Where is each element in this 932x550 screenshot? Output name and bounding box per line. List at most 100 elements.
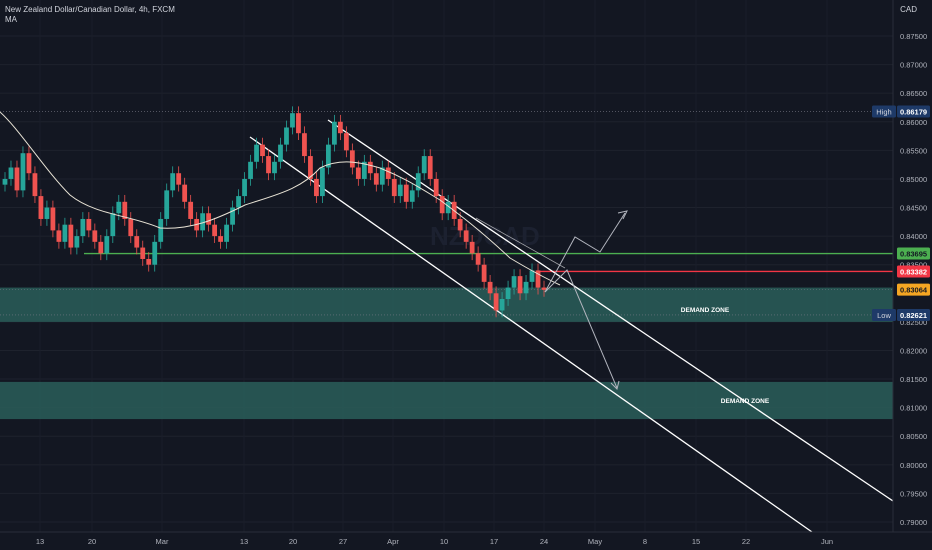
candle-body [74,236,80,248]
candle-body [499,299,505,311]
price-badge [897,308,930,321]
x-tick-label: 13 [240,537,248,546]
candle-body [343,133,349,151]
x-tick-label: 24 [540,537,548,546]
y-tick-label: 0.87500 [900,32,927,41]
candle-body [104,236,110,254]
candle-body [409,190,415,202]
candle-body [517,276,523,294]
time-axis[interactable]: 13 20 Mar 13 20 27 Apr 10 17 24 May 8 15 22 Jun [0,531,932,546]
y-tick-label: 0.83500 [900,261,927,270]
candle-body [487,281,493,294]
bearish-arrowhead-icon [610,380,620,390]
candle-body [337,121,343,134]
candle-body [326,144,331,168]
y-tick-label: 0.82000 [900,346,927,355]
candle-body [152,241,158,265]
y-tick-label: 0.86000 [900,118,927,127]
candle-body [212,224,218,237]
projection-arrows[interactable] [544,210,628,390]
candle-body [2,178,8,185]
descending-channel[interactable] [249,119,894,533]
bearish-projection-path[interactable] [544,269,618,389]
candle-body [445,201,451,214]
channel-upper-line[interactable] [327,119,894,502]
y-tick-label: 0.84000 [900,232,927,241]
channel-mid-line[interactable] [475,217,566,269]
candle-body [397,184,403,197]
candle-body [355,167,361,179]
candle-body [361,161,367,179]
y-tick-label: 0.81500 [900,375,927,384]
candle-body [32,173,38,197]
candle-body [158,218,164,242]
price-axis[interactable]: 0.87500 0.87000 0.86500 0.86000 0.85500 0.850… [892,0,927,532]
candle-body [218,236,223,242]
candle-body [128,218,134,237]
currency-label: CAD [900,5,917,14]
price-badge-value: 0.83382 [900,267,927,276]
candle-body [44,207,50,219]
candle-body [523,281,529,294]
indicator-label[interactable]: MA [5,15,17,24]
moving-average-line [0,111,561,286]
price-badge [897,105,930,118]
candle-body [427,156,433,179]
y-tick-label: 0.80000 [900,461,927,470]
candlesticks [2,106,547,318]
candle-body [20,153,26,191]
bullish-projection-path[interactable] [544,212,626,293]
candle-body [254,144,259,162]
candle-body [373,173,379,185]
candle-body [439,196,445,214]
price-badge-value: 0.82621 [900,311,927,320]
price-badge-value: 0.86179 [900,108,927,117]
candle-body [230,207,235,225]
y-tick-label: 0.85000 [900,175,927,184]
x-tick-label: 13 [36,537,44,546]
x-tick-label: Apr [387,537,399,546]
candle-body [176,173,182,185]
candle-body [475,253,481,265]
y-tick-label: 0.79500 [900,489,927,498]
candle-body [116,201,122,214]
candle-body [14,167,20,191]
candle-body [26,153,32,174]
candle-body [541,287,547,290]
candle-body [331,121,337,145]
x-tick-label: 15 [692,537,700,546]
demand-zone-label: DEMAND ZONE [681,307,730,314]
x-tick-label: 17 [490,537,498,546]
x-tick-label: 8 [643,537,647,546]
channel-lower-line[interactable] [249,136,813,533]
price-badge-tag [872,308,896,321]
chart-header: New Zealand Dollar/Canadian Dollar, 4h, … [5,5,175,25]
candle-body [493,293,499,311]
candle-body [284,127,289,145]
price-badge-value: 0.83064 [900,286,928,295]
price-badge-value: 0.83695 [900,250,927,259]
candle-body [457,218,463,231]
y-tick-label: 0.80500 [900,432,927,441]
candle-body [379,167,385,185]
candle-body [403,184,409,202]
candle-body [92,230,98,242]
candle-body [236,196,241,208]
candle-body [56,230,62,242]
x-tick-label: 20 [289,537,297,546]
symbol-title[interactable]: New Zealand Dollar/Canadian Dollar, 4h, … [5,5,175,14]
candle-body [308,156,313,179]
candle-body [469,241,475,254]
demand-zone[interactable] [0,287,893,322]
candle-body [242,178,247,197]
candle-body [164,190,170,219]
x-tick-label: May [588,537,602,546]
x-tick-label: 10 [440,537,448,546]
y-tick-label: 0.81000 [900,404,927,413]
price-badge [897,283,930,296]
candle-body [511,276,517,288]
candle-body [302,133,307,157]
y-tick-label: 0.85500 [900,146,927,155]
x-tick-label: Jun [821,537,833,546]
